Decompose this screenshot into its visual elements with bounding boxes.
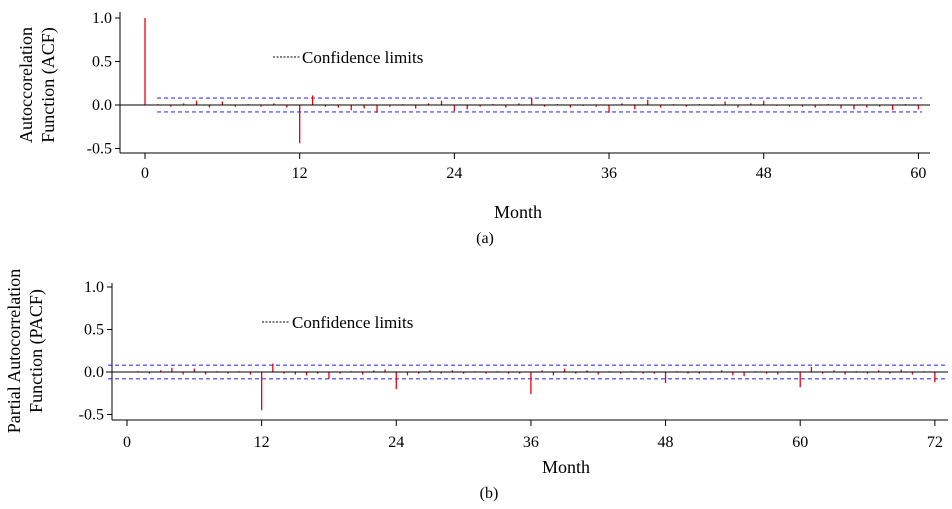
pacf-y-ticks: 1.0 0.5 0.0 -0.5 [79,279,112,424]
acf-y-tick-label: 1.0 [92,10,112,27]
pacf-y-tick-label: 0.0 [84,364,104,381]
pacf-x-axis-title: Month [542,457,590,477]
acf-legend-label: Confidence limits [302,48,423,67]
pacf-confidence-limits [108,364,948,380]
acf-x-tick-label: 0 [141,165,149,182]
pacf-x-tick-label: 36 [523,434,539,451]
pacf-x-tick-label: 0 [123,434,131,451]
pacf-x-tick-label: 72 [927,434,943,451]
pacf-y-axis-title-line-1: Partial Autocorrelation [4,269,24,433]
pacf-axes [106,283,948,421]
acf-bars [144,18,920,144]
acf-y-ticks: 1.0 0.5 0.0 -0.5 [87,10,120,158]
pacf-legend: Confidence limits [262,313,413,332]
pacf-x-tick-label: 24 [388,434,404,451]
acf-x-tick-label: 36 [601,165,617,182]
acf-y-tick-label: -0.5 [87,141,112,158]
acf-legend: Confidence limits [273,48,423,67]
pacf-legend-label: Confidence limits [292,313,413,332]
acf-x-ticks: 0 12 24 36 48 60 [141,153,926,182]
acf-y-axis-title: Autoccorelation Function (ACF) [16,27,59,143]
pacf-panel: Partial Autocorrelation Function (PACF) … [4,269,948,502]
acf-panel: Autoccorelation Function (ACF) 1.0 0.5 0.0… [16,10,930,247]
acf-axes [115,12,930,154]
acf-x-axis-title: Month [494,202,542,222]
acf-confidence-limits [157,97,922,113]
acf-y-axis-title-line-2: Function (ACF) [38,27,59,143]
acf-y-axis-title-line-1: Autoccorelation [16,27,36,143]
pacf-y-tick-label: 0.5 [84,322,104,339]
pacf-y-tick-label: 1.0 [84,279,104,296]
acf-y-tick-label: 0.0 [92,97,112,114]
acf-x-tick-label: 24 [446,165,462,182]
acf-x-tick-label: 12 [292,165,308,182]
pacf-panel-label: (b) [480,485,499,502]
pacf-y-axis-title: Partial Autocorrelation Function (PACF) [4,269,47,433]
pacf-x-tick-label: 12 [254,434,270,451]
acf-panel-label: (a) [476,230,494,247]
pacf-bars [137,363,936,411]
pacf-x-ticks: 0 12 24 36 48 60 72 [123,420,943,451]
acf-y-tick-label: 0.5 [92,54,112,71]
pacf-x-tick-label: 48 [658,434,674,451]
pacf-y-axis-title-line-2: Function (PACF) [26,289,47,413]
pacf-x-tick-label: 60 [792,434,808,451]
pacf-y-tick-label: -0.5 [79,407,104,424]
acf-x-tick-label: 60 [910,165,926,182]
acf-x-tick-label: 48 [756,165,772,182]
